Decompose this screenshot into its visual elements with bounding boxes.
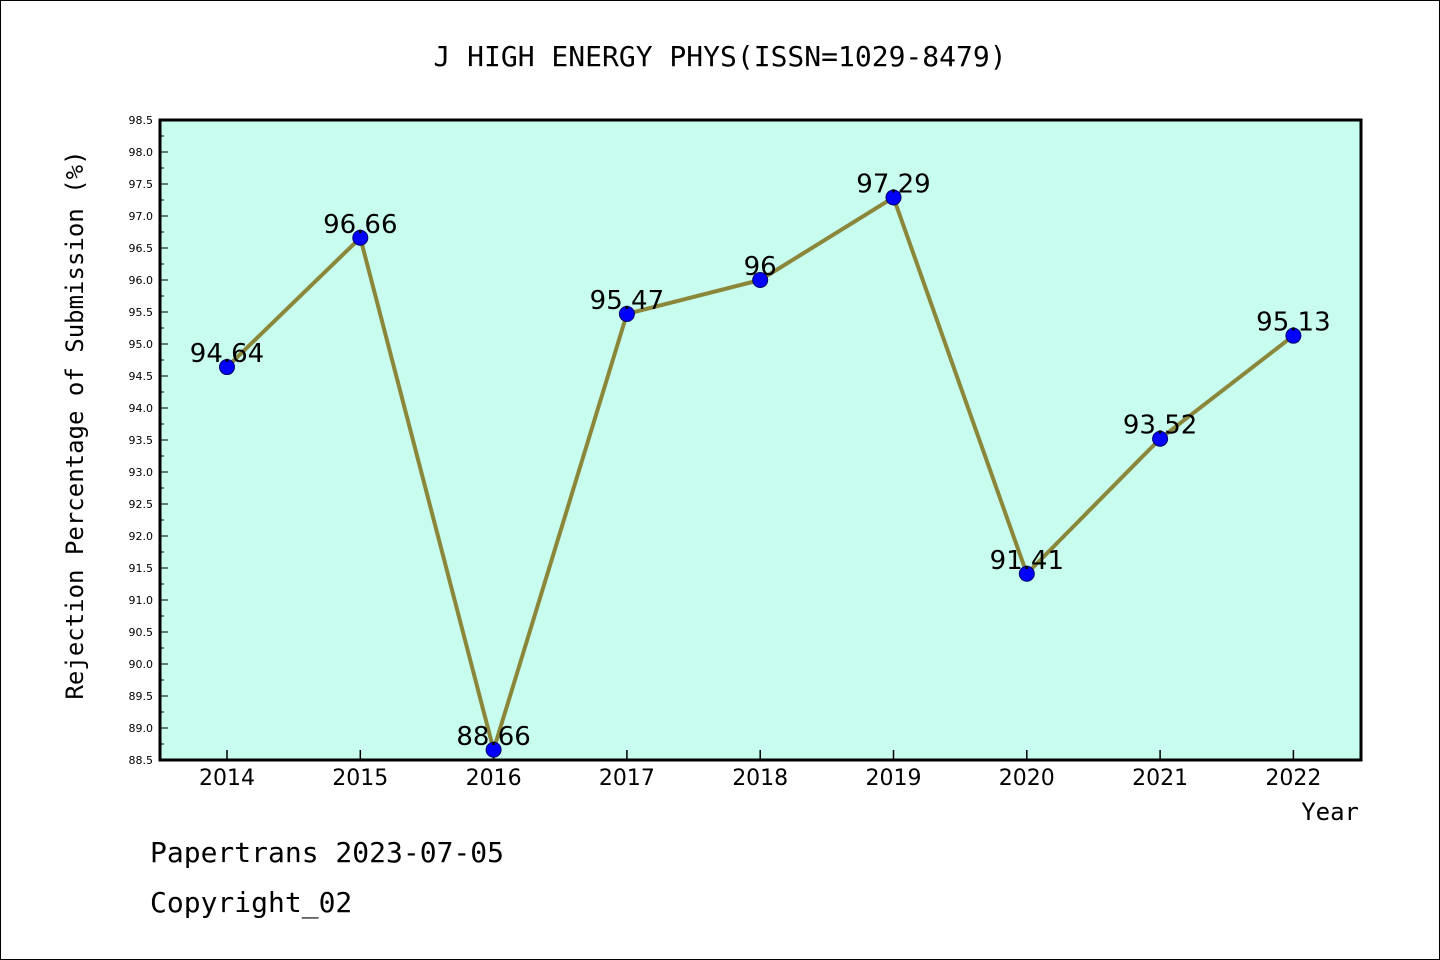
data-point-2019 [885, 189, 902, 206]
data-point-2020 [1018, 565, 1035, 582]
y-tick-label: 97.5 [129, 178, 154, 191]
data-point-2022 [1285, 327, 1302, 344]
x-tick-label: 2021 [1132, 766, 1188, 791]
chart-title: J HIGH ENERGY PHYS(ISSN=1029-8479) [433, 40, 1006, 73]
y-tick-label: 96.5 [129, 242, 154, 255]
data-label-2017: 95.47 [590, 286, 664, 316]
y-tick-label: 93.5 [129, 434, 154, 447]
x-tick-label: 2018 [732, 766, 788, 791]
data-labels: 94.64 96.66 88.66 95.47 96 97.29 91.41 93.52 95.… [190, 169, 1331, 751]
y-tick-label: 96.0 [129, 274, 154, 287]
y-axis-ticks: 88.5 89.0 89.5 90.0 90.5 91.0 91.5 92.0 92.5 93.0… [129, 114, 168, 767]
data-label-2016: 88.66 [456, 722, 530, 752]
y-tick-label: 92.0 [129, 530, 154, 543]
y-tick-label: 89.0 [129, 722, 154, 735]
y-tick-label: 98.5 [129, 114, 154, 127]
y-tick-label: 93.0 [129, 466, 154, 479]
y-tick-label: 89.5 [129, 690, 154, 703]
x-tick-label: 2022 [1265, 766, 1321, 791]
x-tick-label: 2017 [599, 766, 655, 791]
x-tick-label: 2015 [332, 766, 388, 791]
y-tick-label: 90.5 [129, 626, 154, 639]
footer-copyright: Copyright_02 [150, 886, 353, 919]
x-tick-label: 2019 [866, 766, 922, 791]
y-tick-label: 88.5 [129, 754, 154, 767]
footer-date: Papertrans 2023-07-05 [150, 836, 505, 869]
data-series [219, 189, 1302, 758]
y-tick-label: 98.0 [129, 146, 154, 159]
data-point-2016 [485, 741, 502, 758]
data-point-2017 [618, 305, 635, 322]
y-tick-label: 95.5 [129, 306, 154, 319]
y-tick-label: 92.5 [129, 498, 154, 511]
data-point-2018 [752, 272, 769, 288]
y-axis-label: Rejection Percentage of Submission (%) [61, 150, 89, 699]
y-tick-label: 95.0 [129, 338, 154, 351]
x-axis-label: Year [1301, 798, 1359, 826]
data-label-2022: 95.13 [1256, 308, 1330, 338]
x-axis-ticks: 2014 2015 2016 2017 2018 2019 2020 2021 2022 [199, 750, 1321, 791]
data-label-2019: 97.29 [856, 169, 930, 199]
y-tick-label: 90.0 [129, 658, 154, 671]
x-tick-label: 2020 [999, 766, 1055, 791]
data-label-2020: 91.41 [990, 546, 1064, 576]
y-tick-label: 97.0 [129, 210, 154, 223]
data-point-2014 [219, 359, 235, 376]
x-tick-label: 2016 [466, 766, 522, 791]
data-label-2021: 93.52 [1123, 411, 1197, 441]
x-tick-label: 2014 [199, 766, 255, 791]
data-point-2021 [1152, 430, 1169, 447]
data-label-2018: 96 [744, 252, 777, 282]
y-tick-label: 94.0 [129, 402, 154, 415]
y-tick-label: 91.0 [129, 594, 154, 607]
y-tick-label: 91.5 [129, 562, 154, 575]
data-point-2015 [352, 229, 369, 246]
y-tick-label: 94.5 [129, 370, 154, 383]
data-label-2014: 94.64 [190, 339, 264, 369]
data-label-2015: 96.66 [323, 210, 397, 240]
